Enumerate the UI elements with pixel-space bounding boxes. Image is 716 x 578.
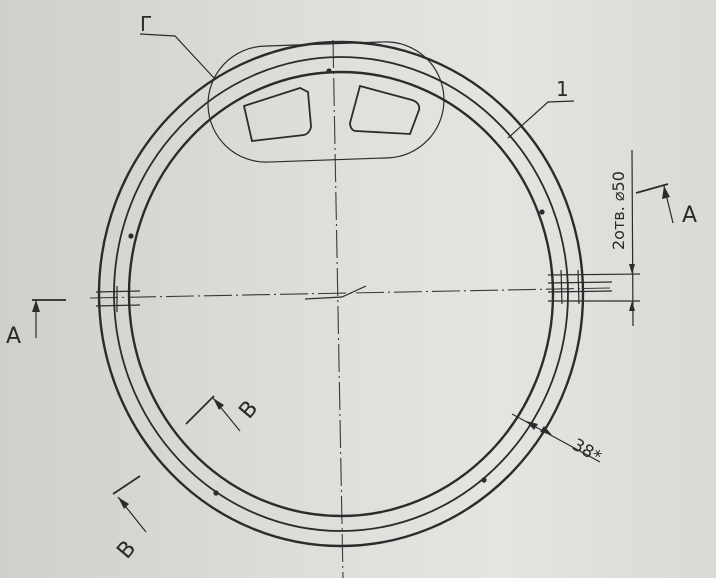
bolt-hole-bottom-left bbox=[213, 490, 219, 496]
detail-g-leader bbox=[139, 33, 215, 79]
bolt-hole-top bbox=[326, 68, 332, 74]
width-dim-arrow-2 bbox=[540, 426, 552, 435]
bolt-hole-right bbox=[539, 209, 545, 215]
section-a-right-label: А bbox=[682, 203, 697, 228]
section-b-lower-label: В bbox=[112, 536, 141, 564]
hole-projection-left-2 bbox=[95, 304, 141, 307]
detail-slot-right bbox=[349, 84, 421, 135]
width-dimension-line bbox=[511, 413, 601, 463]
hole-projection-left-1 bbox=[95, 290, 141, 293]
hole-projection-line-3 bbox=[547, 290, 613, 293]
section-a-left-arrowhead bbox=[32, 300, 40, 312]
hole-dimension-line bbox=[631, 149, 634, 327]
hole-projection-line-1 bbox=[547, 273, 641, 276]
detail-slot-left bbox=[242, 87, 312, 142]
ring-inner-edge bbox=[127, 70, 555, 518]
holes-note: 2отв. ⌀50 bbox=[609, 171, 628, 250]
section-b-upper-arrowhead bbox=[213, 398, 224, 410]
width-dim-arrow-1 bbox=[526, 421, 538, 430]
center-mark bbox=[304, 285, 367, 300]
hole-edge-right-1 bbox=[560, 269, 563, 305]
part-1-leader bbox=[507, 100, 575, 139]
section-b-upper-stroke bbox=[185, 395, 215, 425]
bolt-hole-left bbox=[128, 233, 134, 239]
section-b-upper-label: В bbox=[234, 396, 263, 424]
bolt-hole-bottom-right bbox=[481, 477, 487, 483]
section-a-right-stroke bbox=[635, 183, 669, 194]
ring-middle-line bbox=[113, 56, 569, 532]
detail-g-outline bbox=[207, 41, 445, 163]
hole-dim-arrow-top bbox=[629, 264, 635, 274]
section-a-right-arrowhead bbox=[662, 186, 670, 199]
section-b-lower-arrowhead bbox=[118, 497, 129, 509]
hole-dim-arrow-bottom bbox=[629, 301, 635, 311]
width-dimension-label: 38* bbox=[569, 435, 605, 467]
detail-g-label: Г bbox=[140, 12, 152, 36]
section-b-lower-stroke bbox=[112, 475, 141, 495]
vertical-center-axis bbox=[332, 39, 344, 578]
hole-projection-line-2 bbox=[547, 281, 613, 284]
part-1-label: 1 bbox=[556, 77, 569, 101]
ring-outer-edge bbox=[97, 40, 585, 548]
section-a-left-label: А bbox=[6, 324, 21, 349]
hole-edge-right-2 bbox=[577, 269, 580, 305]
